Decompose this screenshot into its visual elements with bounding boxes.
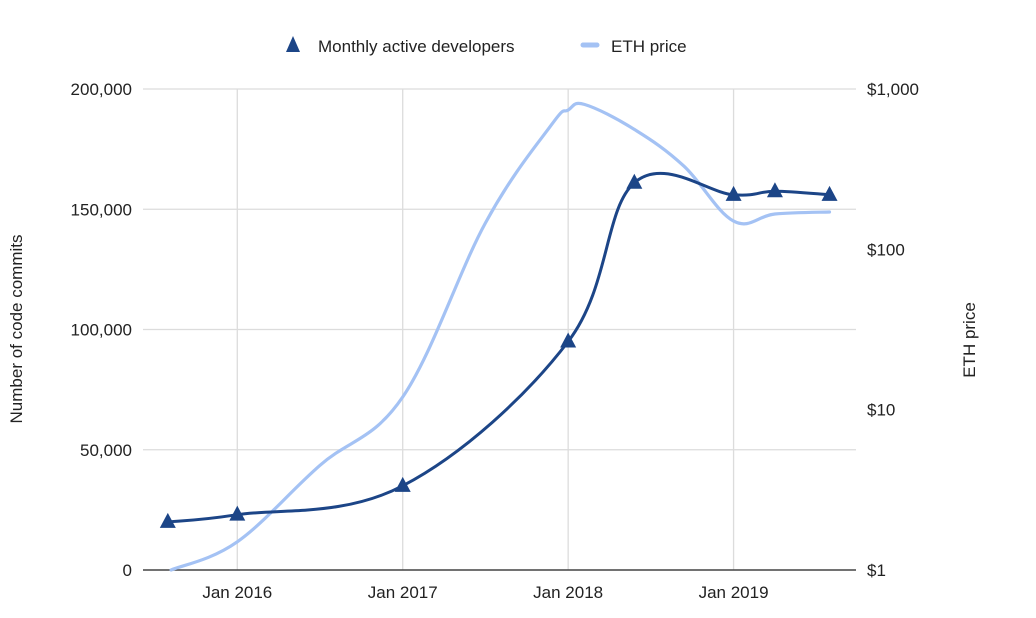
y-left-tick-label: 150,000: [71, 200, 132, 219]
data-point-triangle: [560, 332, 577, 348]
y-right-tick-label: $1: [867, 561, 886, 580]
data-point-triangle: [766, 182, 783, 198]
x-axis-ticks: Jan 2016 Jan 2017 Jan 2018 Jan 2019: [202, 583, 768, 602]
y-left-tick-label: 0: [123, 561, 132, 580]
series-monthly-active-developers: [159, 171, 838, 528]
legend-item-developers[interactable]: Monthly active developers: [286, 36, 515, 56]
data-point-triangle: [394, 476, 411, 492]
y-right-tick-label: $100: [867, 240, 905, 259]
legend-item-eth[interactable]: ETH price: [580, 37, 687, 56]
x-tick-label: Jan 2017: [368, 583, 438, 602]
data-point-triangle: [725, 185, 742, 201]
legend-label-developers: Monthly active developers: [318, 37, 515, 56]
y-right-tick-label: $1,000: [867, 80, 919, 99]
y-left-tick-label: 200,000: [71, 80, 132, 99]
legend: Monthly active developers ETH price: [286, 36, 687, 56]
triangle-icon: [286, 36, 300, 52]
y-right-axis-ticks: $1 $10 $100 $1,000: [867, 80, 919, 580]
legend-label-eth: ETH price: [611, 37, 687, 56]
y-left-tick-label: 100,000: [71, 321, 132, 340]
data-point-triangle: [821, 185, 838, 201]
y-right-tick-label: $10: [867, 401, 895, 420]
gridlines: [143, 88, 856, 570]
eth-price-line: [169, 101, 832, 572]
developers-line: [166, 171, 831, 524]
y-left-axis-title: Number of code commits: [7, 235, 26, 424]
data-point-triangle: [229, 505, 246, 521]
data-point-triangle: [626, 173, 643, 189]
y-left-tick-label: 50,000: [80, 441, 132, 460]
data-point-triangle: [159, 512, 176, 528]
x-tick-label: Jan 2019: [699, 583, 769, 602]
x-tick-label: Jan 2016: [202, 583, 272, 602]
x-tick-label: Jan 2018: [533, 583, 603, 602]
y-left-axis-ticks: 0 50,000 100,000 150,000 200,000: [71, 80, 132, 580]
y-right-axis-title: ETH price: [960, 302, 979, 378]
series-eth-price: [169, 101, 832, 572]
